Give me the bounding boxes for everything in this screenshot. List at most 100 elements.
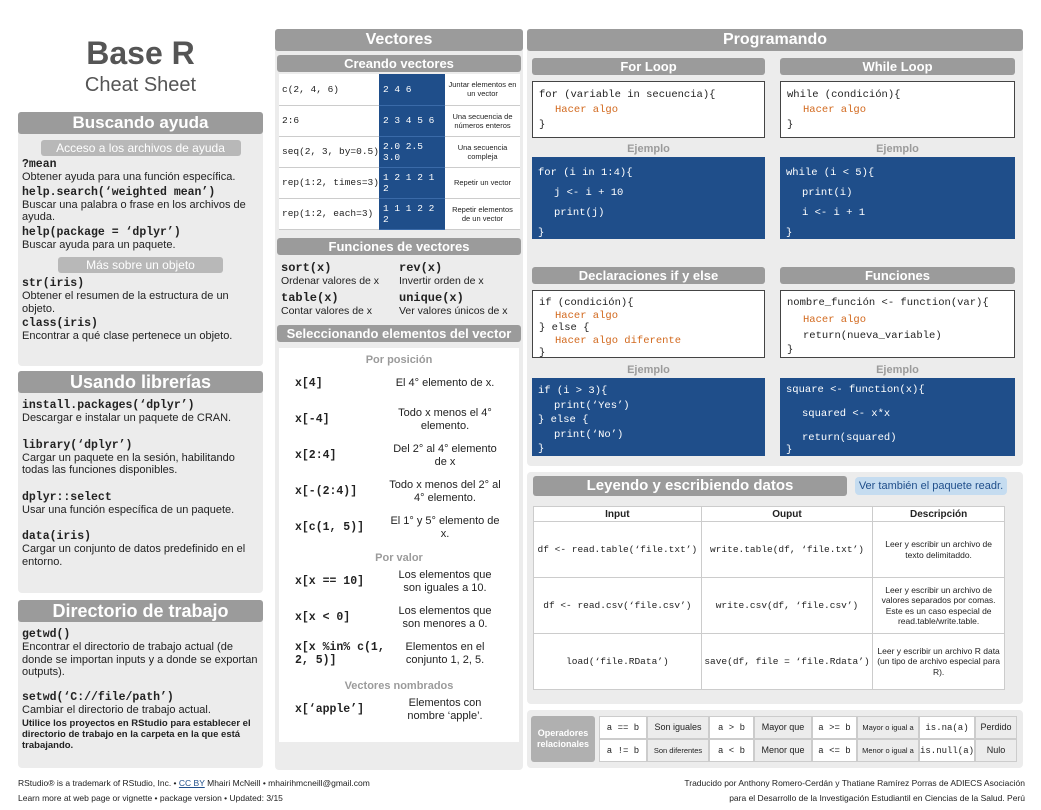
if-code-line: } else { [539,322,590,334]
op-label: Mayor que [754,716,812,739]
vector-func-code: sort(x) [281,260,332,275]
while-ej-line: i <- i + 1 [802,207,866,219]
select-banner: Seleccionando elementos del vector [277,324,521,342]
code-desc: Descargar e instalar un paquete de CRAN. [22,412,232,424]
header: Base R Cheat Sheet [18,35,263,97]
io-desc: Leer y escribir un archivo R data (un ti… [872,633,1005,690]
op-label: Nulo [975,739,1017,762]
cc-link[interactable]: CC BY [178,778,205,788]
io-input: load(‘file.RData’) [533,633,702,690]
code-desc: Obtener el resumen de la estructura de u… [22,290,229,315]
vector-func-desc: Contar valores de x [281,304,373,317]
named-title: Vectores nombrados [344,679,454,692]
io-row: df <- read.csv(‘file.csv’) write.csv(df, … [533,577,1005,634]
while-code-line: while (condición){ [787,89,901,101]
vector-func: rev(x) Invertir orden de x [399,261,517,287]
select-row: x[-(2:4)] Todo x menos del 2° al 4° eleme… [279,474,519,510]
fun-ej-line: return(squared) [802,432,897,444]
if-title: Declaraciones if y else [532,267,765,284]
create-output: 2.0 2.5 3.0 [379,136,445,168]
op-code: a < b [709,739,754,762]
create-row: rep(1:2, each=3) 1 1 1 2 2 2 Repetir eleme… [279,198,520,230]
select-row: x[‘apple’] Elementos con nombre ‘apple’. [279,692,519,728]
pos-title: Por posición [365,353,433,366]
select-code: x[x < 0] [295,611,351,624]
if-code: if (condición){ Hacer algo } else { Hace… [532,290,765,359]
for-block: For Loop for (variable in secuencia){ Ha… [532,58,765,239]
func-banner: Funciones de vectores [277,237,521,255]
page-subtitle: Cheat Sheet [84,74,197,96]
code-cmd: dplyr::select [22,490,112,504]
select-desc: Todo x menos el 4° elemento. [398,406,492,432]
create-table: c(2, 4, 6) 2 4 6 Juntar elementos en un ve… [279,74,520,230]
op-code: is.na(a) [919,716,975,739]
footer-right-2: para el Desarrollo de la Investigación E… [729,793,1025,803]
create-banner: Creando vectores [277,55,521,72]
create-code: 2:6 [279,105,379,137]
vectors-banner: Vectores [275,29,523,51]
while-code-line: Hacer algo [803,104,867,117]
fun-code-line: nombre_función <- function(var){ [787,297,989,309]
vector-func-code: rev(x) [399,260,443,275]
op-label: Perdido [975,716,1017,739]
vector-func-code: table(x) [281,290,339,305]
ops-grid: a == b Son iguales a > b Mayor que a >= b May… [599,716,1017,762]
help-items-2: str(iris) Obtener el resumen de la estruc… [22,277,259,343]
code-desc: Encontrar el directorio de trabajo actua… [22,641,258,678]
while-code-line: } [787,119,794,132]
fun-title: Funciones [780,267,1015,284]
select-code: x[-(2:4)] [295,485,358,498]
if-block: Declaraciones if y else if (condición){ … [532,267,765,456]
op-code: a != b [599,739,647,762]
for-ej-line: j <- i + 10 [554,187,624,199]
op-code: is.null(a) [919,739,975,762]
select-desc: Del 2° al 4° elemento de x [393,442,497,468]
select-code: x[2:4] [295,449,337,462]
io-header-row: Input Ouput Descripción [533,506,1005,522]
code-desc: Cargar un conjunto de datos predefinido … [22,543,246,568]
select-code: x[-4] [295,413,330,426]
vector-func-code: unique(x) [399,290,464,305]
for-code-line: Hacer algo [555,104,619,117]
select-desc: Los elementos que son menores a 0. [398,604,492,630]
if-code-line: if (condición){ [539,297,634,309]
op-label: Mayor o igual a [857,716,919,739]
help-banner: Buscando ayuda [18,112,263,134]
io-row: load(‘file.RData’) save(df, file = ‘file.… [533,633,1005,690]
io-input: df <- read.table(‘file.txt’) [533,521,702,578]
create-code: rep(1:2, times=3) [279,167,379,199]
vector-func-desc: Invertir orden de x [399,274,484,287]
prog-banner: Programando [527,29,1023,51]
create-row: c(2, 4, 6) 2 4 6 Juntar elementos en un ve… [279,74,520,106]
op-code: a >= b [812,716,857,739]
op-label: Son iguales [647,716,709,739]
io-desc: Leer y escribir un archivo de texto deli… [872,521,1005,578]
create-desc: Repetir elementos de un vector [445,198,520,230]
while-ej-line: while (i < 5){ [786,167,875,179]
select-desc: Elementos en el conjunto 1, 2, 5. [405,640,485,666]
fun-ej-line: square <- function(x){ [786,384,925,396]
code-desc: Usar una función específica de un paquet… [22,503,235,516]
footer-left-2: Learn more at web page or vignette • pac… [18,793,283,803]
val-list: x[x == 10] Los elementos que son iguales … [279,564,519,672]
select-desc: El 4° elemento de x. [395,377,495,389]
wd-panel: Directorio de trabajo getwd() Encontrar e… [18,600,263,768]
io-see-also: Ver también el paquete readr. [855,477,1007,495]
code-cmd: library(‘dplyr’) [22,438,133,452]
code-desc: Buscar una palabra o frase en los archiv… [22,198,246,224]
create-desc: Repetir un vector [445,167,520,199]
fun-ej-title: Ejemplo [876,364,919,376]
while-code: while (condición){ Hacer algo } [780,81,1015,138]
if-example: if (i > 3){ print(‘Yes’) } else { print(… [532,378,765,456]
vector-func: table(x) Contar valores de x [281,291,399,317]
io-output: write.table(df, ‘file.txt’) [700,521,874,578]
footer-left: RStudio® is a trademark of RStudio, Inc.… [18,776,518,806]
while-ej-line: } [786,227,793,239]
code-cmd: help(package = ‘dplyr’) [22,225,181,239]
pos-list: x[4] El 4° elemento de x. x[-4] Todo x meno… [279,366,519,546]
while-example: while (i < 5){ print(i) i <- i + 1 } [780,157,1015,239]
help-panel: Buscando ayuda Acceso a los archivos de … [18,112,263,366]
vector-func: unique(x) Ver valores únicos de x [399,291,517,317]
op-code: a <= b [812,739,857,762]
fun-block: Funciones nombre_función <- function(var… [780,267,1015,456]
